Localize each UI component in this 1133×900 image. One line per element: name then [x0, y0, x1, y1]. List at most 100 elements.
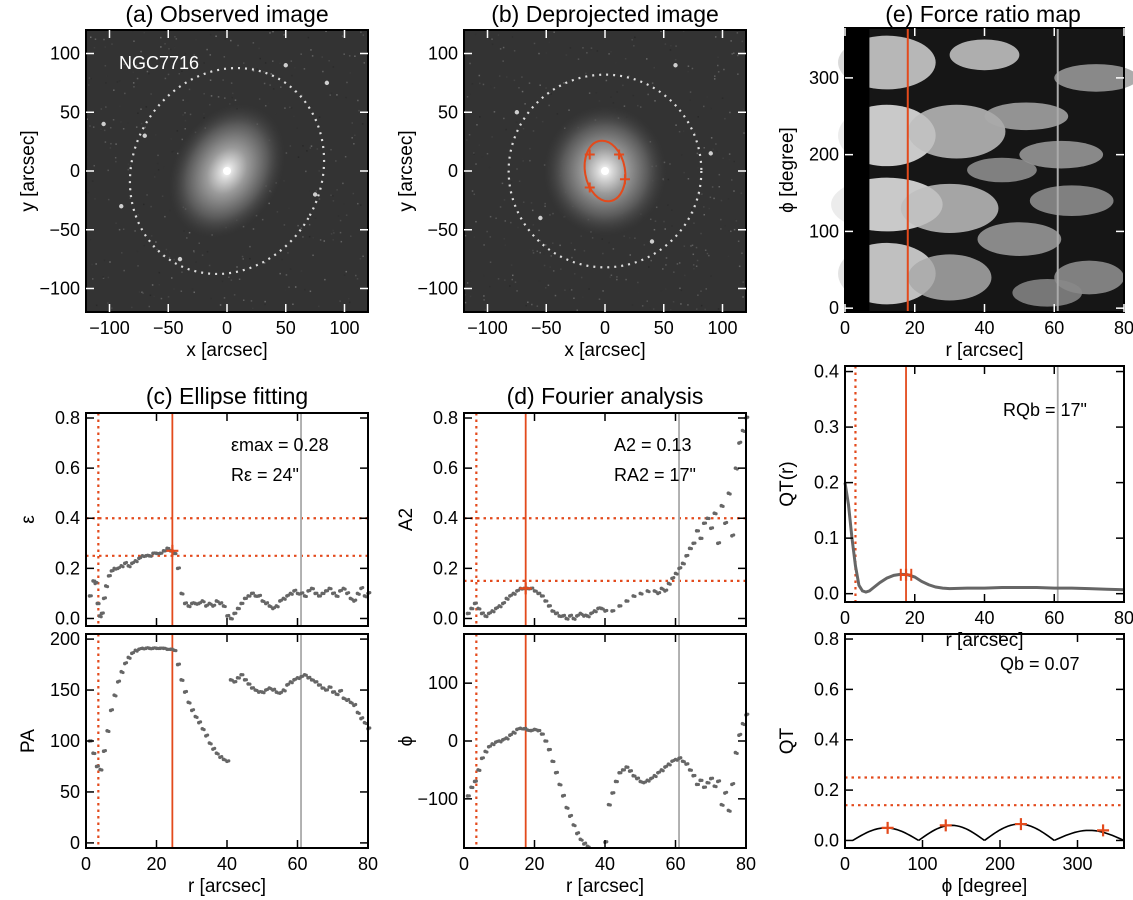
- data-point: [332, 690, 337, 694]
- data-point: [95, 580, 99, 585]
- noise-speck: [624, 57, 627, 60]
- noise-speck: [700, 232, 702, 235]
- noise-speck: [193, 251, 195, 253]
- noise-speck: [150, 235, 153, 237]
- panel-c-pa-plot: 0 20 40 60 80 0 50 100 150 200 r [arcsec] PA: [18, 629, 378, 897]
- data-point: [725, 790, 729, 794]
- data-point: [735, 751, 739, 756]
- noise-speck: [616, 278, 618, 281]
- data-point: [696, 529, 701, 533]
- data-point: [290, 592, 294, 596]
- noise-speck: [508, 178, 510, 180]
- noise-speck: [527, 301, 529, 304]
- noise-speck: [535, 116, 538, 119]
- data-point: [244, 596, 248, 600]
- noise-speck: [184, 119, 187, 122]
- noise-speck: [715, 143, 717, 145]
- noise-speck: [362, 255, 364, 258]
- noise-speck: [361, 123, 364, 125]
- noise-speck: [171, 151, 173, 153]
- data-point: [265, 601, 270, 605]
- noise-speck: [512, 274, 514, 277]
- noise-speck: [648, 266, 650, 268]
- noise-speck: [533, 42, 536, 45]
- data-point: [661, 769, 665, 773]
- x-tick-label: 20: [146, 854, 166, 874]
- x-axis-label: ϕ [degree]: [942, 876, 1028, 897]
- noise-speck: [518, 180, 521, 183]
- data-point: [612, 791, 616, 795]
- data-point: [177, 662, 182, 666]
- noise-speck: [175, 38, 178, 40]
- noise-speck: [547, 284, 550, 287]
- noise-speck: [362, 34, 365, 36]
- noise-speck: [633, 45, 635, 47]
- noise-speck: [274, 112, 277, 115]
- noise-speck: [697, 294, 699, 296]
- noise-speck: [168, 48, 170, 50]
- star: [283, 63, 288, 68]
- data-point: [548, 604, 552, 608]
- noise-speck: [300, 53, 302, 55]
- noise-speck: [488, 166, 491, 169]
- noise-speck: [238, 278, 241, 281]
- noise-speck: [167, 73, 170, 76]
- noise-speck: [236, 266, 238, 268]
- noise-speck: [697, 116, 699, 118]
- noise-speck: [86, 118, 89, 120]
- noise-speck: [714, 75, 716, 77]
- noise-speck: [284, 33, 286, 36]
- noise-speck: [203, 62, 205, 64]
- y-tick-label: 0.0: [814, 584, 839, 604]
- noise-speck: [466, 96, 469, 98]
- plot-frame: [463, 412, 747, 627]
- noise-speck: [352, 192, 355, 195]
- noise-speck: [135, 126, 138, 128]
- noise-speck: [528, 248, 530, 251]
- noise-speck: [178, 83, 181, 86]
- noise-speck: [538, 52, 540, 55]
- noise-speck: [554, 294, 557, 297]
- noise-speck: [92, 126, 95, 128]
- noise-speck: [737, 73, 739, 75]
- noise-speck: [123, 63, 126, 65]
- data-point: [184, 689, 189, 694]
- noise-speck: [616, 276, 618, 278]
- noise-speck: [710, 275, 712, 277]
- data-point: [209, 742, 213, 746]
- data-point: [220, 601, 224, 605]
- data-point: [100, 768, 104, 772]
- y-tick-label: 0.0: [55, 608, 80, 628]
- noise-speck: [173, 258, 175, 261]
- y-tick-label: 0.4: [55, 508, 80, 528]
- data-point: [354, 702, 358, 707]
- noise-speck: [184, 112, 186, 114]
- noise-speck: [569, 288, 571, 291]
- noise-speck: [341, 35, 344, 37]
- noise-speck: [150, 93, 152, 95]
- noise-speck: [683, 171, 685, 174]
- noise-speck: [647, 93, 649, 96]
- noise-speck: [321, 56, 323, 58]
- x-axis-label: r [arcsec]: [945, 630, 1023, 651]
- noise-speck: [690, 245, 692, 247]
- noise-speck: [343, 53, 345, 55]
- y-tick-label: 0: [448, 731, 458, 751]
- x-axis-label: x [arcsec]: [186, 340, 267, 361]
- data-point: [325, 688, 330, 692]
- data-point: [329, 587, 333, 591]
- noise-speck: [288, 207, 290, 209]
- data-point: [97, 601, 101, 606]
- data-point: [343, 587, 347, 591]
- noise-speck: [602, 290, 604, 292]
- noise-speck: [114, 156, 117, 159]
- noise-speck: [289, 268, 292, 270]
- noise-speck: [93, 164, 96, 167]
- noise-speck: [718, 185, 721, 188]
- noise-speck: [549, 214, 551, 216]
- noise-speck: [136, 77, 139, 80]
- noise-speck: [264, 303, 266, 306]
- data-point: [714, 512, 718, 516]
- noise-speck: [316, 148, 319, 150]
- noise-speck: [473, 193, 476, 196]
